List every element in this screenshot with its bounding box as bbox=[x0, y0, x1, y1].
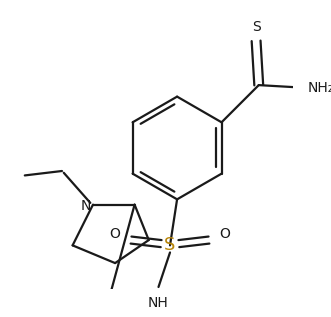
Text: S: S bbox=[252, 20, 260, 34]
Text: NH: NH bbox=[148, 296, 169, 310]
Text: N: N bbox=[81, 199, 91, 213]
Text: S: S bbox=[164, 236, 176, 254]
Text: O: O bbox=[110, 227, 120, 241]
Text: NH₂: NH₂ bbox=[307, 81, 331, 95]
Text: O: O bbox=[219, 227, 230, 241]
